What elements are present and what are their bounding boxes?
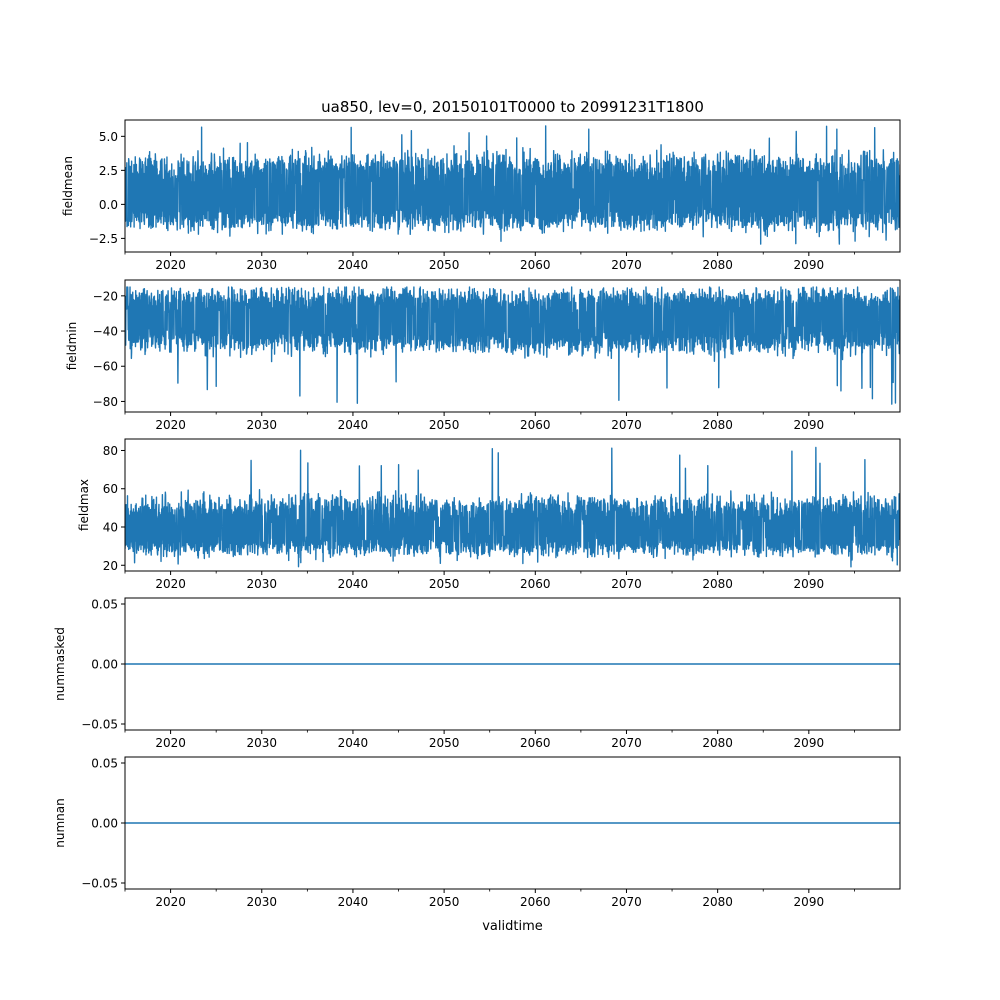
x-tick-label-fieldmin: 2090 bbox=[794, 418, 825, 432]
x-tick-label-numnan: 2060 bbox=[520, 895, 551, 909]
y-axis-label-fieldmax: fieldmax bbox=[77, 479, 91, 531]
panel-fieldmean: −2.5 0.0 2.5 5.0 2020 2030 2040 2050 2060 2070 208… bbox=[61, 119, 901, 272]
series-line-fieldmean bbox=[125, 125, 900, 245]
x-axis-label: validtime bbox=[482, 919, 543, 934]
x-tick-label-fieldmax: 2070 bbox=[611, 577, 642, 591]
y-tick-label-fieldmin: −60 bbox=[93, 360, 118, 374]
x-tick-label-numnan: 2020 bbox=[155, 895, 186, 909]
y-tick-label-nummasked: −0.05 bbox=[81, 718, 118, 732]
y-tick-label-nummasked: 0.05 bbox=[91, 598, 118, 612]
x-tick-label-fieldmax: 2020 bbox=[155, 577, 186, 591]
axes-frame-fieldmax bbox=[124, 438, 901, 572]
y-tick-label-fieldmean: 0.0 bbox=[99, 198, 118, 212]
x-tick-label-fieldmean: 2020 bbox=[155, 258, 186, 272]
x-tick-label-fieldmin: 2050 bbox=[429, 418, 460, 432]
x-tick-label-fieldmean: 2060 bbox=[520, 258, 551, 272]
x-tick-label-nummasked: 2060 bbox=[520, 736, 551, 750]
x-tick-label-numnan: 2050 bbox=[429, 895, 460, 909]
x-tick-label-fieldmin: 2030 bbox=[246, 418, 277, 432]
x-tick-label-fieldmean: 2030 bbox=[246, 258, 277, 272]
panel-fieldmin: −80 −60 −40 −20 2020 2030 2040 2050 2060 2070 2080… bbox=[65, 279, 901, 432]
x-tick-label-fieldmin: 2040 bbox=[338, 418, 369, 432]
y-tick-label-fieldmean: −2.5 bbox=[89, 232, 118, 246]
y-tick-label-fieldmin: −80 bbox=[93, 395, 118, 409]
y-tick-label-fieldmax: 60 bbox=[103, 482, 118, 496]
y-tick-label-fieldmin: −40 bbox=[93, 325, 118, 339]
x-tick-label-numnan: 2070 bbox=[611, 895, 642, 909]
y-tick-label-fieldmin: −20 bbox=[93, 289, 118, 303]
series-line-fieldmin bbox=[125, 286, 900, 405]
y-axis-label-nummasked: nummasked bbox=[53, 627, 67, 701]
x-tick-label-nummasked: 2050 bbox=[429, 736, 460, 750]
x-tick-label-fieldmin: 2060 bbox=[520, 418, 551, 432]
x-tick-label-fieldmean: 2090 bbox=[794, 258, 825, 272]
y-axis-label-fieldmin: fieldmin bbox=[65, 322, 79, 371]
y-tick-label-numnan: 0.05 bbox=[91, 757, 118, 771]
panel-numnan: −0.05 0.00 0.05 2020 2030 2040 2050 2060 2070 208… bbox=[53, 756, 901, 909]
x-tick-label-fieldmax: 2060 bbox=[520, 577, 551, 591]
x-tick-label-nummasked: 2080 bbox=[702, 736, 733, 750]
x-tick-label-numnan: 2090 bbox=[794, 895, 825, 909]
x-tick-label-fieldmax: 2050 bbox=[429, 577, 460, 591]
x-tick-label-fieldmin: 2070 bbox=[611, 418, 642, 432]
x-tick-label-numnan: 2030 bbox=[246, 895, 277, 909]
x-tick-label-fieldmin: 2020 bbox=[155, 418, 186, 432]
x-tick-label-fieldmax: 2080 bbox=[702, 577, 733, 591]
y-tick-label-fieldmean: 5.0 bbox=[99, 130, 118, 144]
y-axis-label-numnan: numnan bbox=[53, 798, 67, 847]
y-tick-label-fieldmax: 40 bbox=[103, 521, 118, 535]
x-tick-label-nummasked: 2070 bbox=[611, 736, 642, 750]
y-tick-label-fieldmean: 2.5 bbox=[99, 164, 118, 178]
x-tick-label-nummasked: 2030 bbox=[246, 736, 277, 750]
x-tick-label-fieldmean: 2050 bbox=[429, 258, 460, 272]
x-tick-label-fieldmax: 2090 bbox=[794, 577, 825, 591]
x-tick-label-nummasked: 2040 bbox=[338, 736, 369, 750]
x-tick-label-fieldmean: 2080 bbox=[702, 258, 733, 272]
axes-frame-fieldmin bbox=[124, 279, 901, 413]
y-tick-label-fieldmax: 80 bbox=[103, 444, 118, 458]
x-tick-label-fieldmean: 2040 bbox=[338, 258, 369, 272]
x-tick-label-numnan: 2040 bbox=[338, 895, 369, 909]
y-tick-label-fieldmax: 20 bbox=[103, 559, 118, 573]
x-tick-label-fieldmax: 2030 bbox=[246, 577, 277, 591]
x-tick-label-nummasked: 2090 bbox=[794, 736, 825, 750]
y-tick-label-numnan: −0.05 bbox=[81, 877, 118, 891]
x-tick-label-fieldmean: 2070 bbox=[611, 258, 642, 272]
x-tick-label-nummasked: 2020 bbox=[155, 736, 186, 750]
figure-title: ua850, lev=0, 20150101T0000 to 20991231T… bbox=[321, 98, 704, 116]
axes-frame-fieldmean bbox=[124, 119, 901, 253]
panel-nummasked: −0.05 0.00 0.05 2020 2030 2040 2050 2060 2070 208… bbox=[53, 597, 901, 750]
x-tick-label-fieldmax: 2040 bbox=[338, 577, 369, 591]
x-tick-label-numnan: 2080 bbox=[702, 895, 733, 909]
y-axis-label-fieldmean: fieldmean bbox=[61, 156, 75, 216]
series-line-fieldmax bbox=[125, 446, 900, 568]
y-tick-label-numnan: 0.00 bbox=[91, 817, 118, 831]
y-tick-label-nummasked: 0.00 bbox=[91, 658, 118, 672]
x-tick-label-fieldmin: 2080 bbox=[702, 418, 733, 432]
